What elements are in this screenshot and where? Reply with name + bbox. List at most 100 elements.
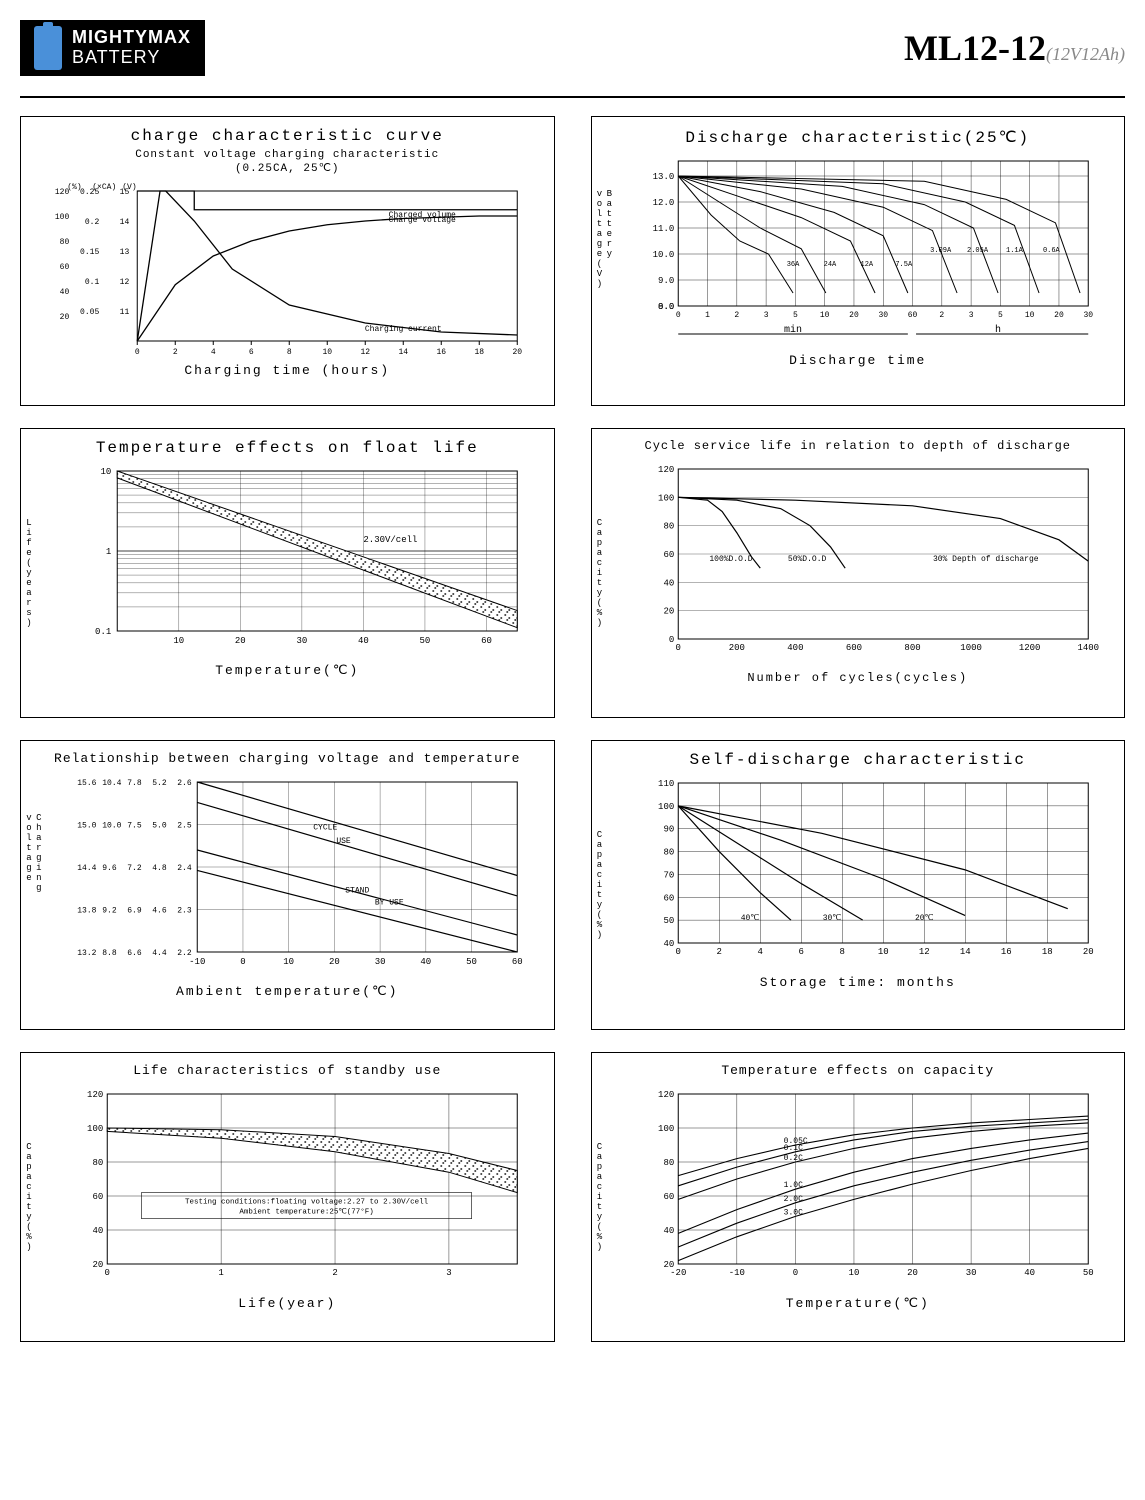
chart-standby-life: Life characteristics of standby use Capa… <box>20 1052 555 1342</box>
svg-text:7.5: 7.5 <box>127 822 142 831</box>
svg-text:800: 800 <box>904 643 920 653</box>
svg-text:12A: 12A <box>860 261 873 269</box>
svg-text:20: 20 <box>849 311 859 320</box>
svg-text:0: 0 <box>668 635 673 645</box>
svg-text:60: 60 <box>663 550 674 560</box>
chart-svg: 0246810121416182040506070809010011040℃30… <box>606 773 1111 973</box>
svg-text:4.8: 4.8 <box>152 864 167 873</box>
svg-text:1: 1 <box>218 1268 223 1278</box>
svg-text:0: 0 <box>675 643 680 653</box>
svg-text:0.05: 0.05 <box>80 308 99 317</box>
x-axis-label: Charging time (hours) <box>35 363 540 378</box>
brand-logo: MIGHTYMAX BATTERY <box>20 20 205 76</box>
svg-text:100: 100 <box>658 1124 674 1134</box>
svg-text:10: 10 <box>322 348 332 357</box>
svg-text:80: 80 <box>663 1158 674 1168</box>
svg-text:10.0: 10.0 <box>652 250 674 260</box>
svg-text:36A: 36A <box>786 261 799 269</box>
svg-text:1400: 1400 <box>1077 643 1099 653</box>
y-axis-label: Charging voltage <box>23 813 43 957</box>
svg-text:5: 5 <box>792 311 797 320</box>
svg-text:8: 8 <box>839 947 844 957</box>
svg-text:10.0: 10.0 <box>102 822 121 831</box>
svg-text:70: 70 <box>663 870 674 880</box>
chart-svg: 012320406080100120Testing conditions:flo… <box>35 1084 540 1294</box>
chart-svg: -20-1001020304050204060801001200.05C0.1C… <box>606 1084 1111 1294</box>
svg-text:80: 80 <box>92 1158 103 1168</box>
svg-text:60: 60 <box>663 1192 674 1202</box>
chart-title: Self-discharge characteristic <box>606 751 1111 769</box>
svg-text:6: 6 <box>798 947 803 957</box>
svg-text:50%D.O.D: 50%D.O.D <box>787 555 826 564</box>
svg-text:1: 1 <box>705 311 710 320</box>
chart-title: Cycle service life in relation to depth … <box>606 439 1111 453</box>
svg-text:11: 11 <box>120 308 130 317</box>
svg-text:13.2: 13.2 <box>77 949 96 958</box>
svg-text:0: 0 <box>240 957 245 967</box>
chart-title: Relationship between charging voltage an… <box>35 751 540 766</box>
svg-text:4: 4 <box>757 947 762 957</box>
svg-text:80: 80 <box>60 238 70 247</box>
svg-text:400: 400 <box>787 643 803 653</box>
svg-text:0.1: 0.1 <box>85 278 100 287</box>
svg-text:2.4: 2.4 <box>177 864 192 873</box>
chart-self-discharge: Self-discharge characteristic Capacity(%… <box>591 740 1126 1030</box>
svg-text:20: 20 <box>663 1260 674 1270</box>
svg-text:120: 120 <box>55 188 70 197</box>
svg-text:1: 1 <box>106 547 111 557</box>
svg-text:40: 40 <box>358 636 369 646</box>
chart-svg: 0.08.09.010.011.012.013.0012351020306023… <box>606 151 1111 351</box>
svg-text:80: 80 <box>663 522 674 532</box>
svg-text:Charging current: Charging current <box>365 325 442 334</box>
svg-text:CYCLE: CYCLE <box>313 824 337 833</box>
chart-title: Temperature effects on float life <box>35 439 540 457</box>
svg-text:2.6: 2.6 <box>177 779 192 788</box>
svg-text:13.8: 13.8 <box>77 907 96 916</box>
svg-text:2: 2 <box>332 1268 337 1278</box>
svg-text:10: 10 <box>848 1268 859 1278</box>
y-axis-label: Life(years) <box>23 518 33 628</box>
svg-text:8.0: 8.0 <box>658 302 674 312</box>
svg-text:1000: 1000 <box>960 643 982 653</box>
svg-text:50: 50 <box>663 916 674 926</box>
svg-text:30: 30 <box>878 311 888 320</box>
svg-text:2: 2 <box>939 311 944 320</box>
svg-text:10.4: 10.4 <box>102 779 121 788</box>
chart-subtitle: Constant voltage charging characteristic… <box>35 149 540 175</box>
svg-text:9.2: 9.2 <box>102 907 117 916</box>
svg-text:3: 3 <box>446 1268 451 1278</box>
chart-float-life: Temperature effects on float life Life(y… <box>20 428 555 718</box>
x-axis-label: Discharge time <box>606 353 1111 368</box>
svg-text:9.6: 9.6 <box>102 864 117 873</box>
y-axis-label: Capacity(%) <box>594 830 604 940</box>
svg-text:0: 0 <box>135 348 140 357</box>
x-axis-label: Temperature(℃) <box>606 1296 1111 1311</box>
svg-text:10: 10 <box>819 311 829 320</box>
svg-text:2.05A: 2.05A <box>967 247 989 255</box>
svg-text:90: 90 <box>663 825 674 835</box>
chart-svg: 0.11101020304050602.30V/cell <box>35 461 540 661</box>
svg-text:16: 16 <box>436 348 446 357</box>
x-axis-label: Life(year) <box>35 1296 540 1311</box>
svg-text:USE: USE <box>336 837 351 846</box>
svg-text:12: 12 <box>120 278 130 287</box>
svg-text:14: 14 <box>959 947 970 957</box>
svg-text:14: 14 <box>120 218 130 227</box>
svg-text:100: 100 <box>87 1124 103 1134</box>
svg-text:2.3: 2.3 <box>177 907 192 916</box>
chart-title: Discharge characteristic(25℃) <box>606 127 1111 147</box>
logo-bottom: BATTERY <box>72 47 160 67</box>
chart-charge-curve: charge characteristic curve Constant vol… <box>20 116 555 406</box>
svg-text:3: 3 <box>763 311 768 320</box>
x-axis-label: Ambient temperature(℃) <box>35 984 540 999</box>
x-axis-label: Storage time: months <box>606 975 1111 990</box>
svg-text:120: 120 <box>87 1090 103 1100</box>
svg-text:20: 20 <box>92 1260 103 1270</box>
svg-text:STAND: STAND <box>345 887 369 896</box>
svg-text:20: 20 <box>663 607 674 617</box>
svg-text:13.0: 13.0 <box>652 172 674 182</box>
svg-text:100: 100 <box>658 493 674 503</box>
svg-text:10: 10 <box>173 636 184 646</box>
svg-text:18: 18 <box>474 348 484 357</box>
svg-text:30% Depth of discharge: 30% Depth of discharge <box>932 555 1038 564</box>
